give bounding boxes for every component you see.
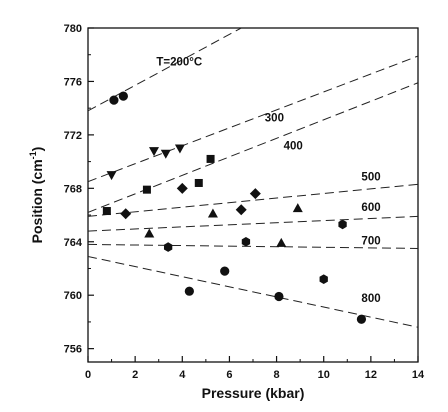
point-300-triangle-down bbox=[160, 149, 171, 159]
y-tick-label: 764 bbox=[64, 237, 83, 249]
series-label-800: 800 bbox=[361, 293, 380, 305]
x-tick-label: 14 bbox=[412, 369, 425, 381]
y-tick-label: 780 bbox=[64, 23, 82, 35]
point-800-circle bbox=[274, 291, 284, 302]
point-500-diamond bbox=[249, 188, 261, 200]
point-800-circle bbox=[184, 286, 194, 296]
point-400-square bbox=[206, 154, 215, 163]
point-500-diamond bbox=[235, 204, 247, 216]
x-tick-label: 6 bbox=[226, 369, 232, 381]
point-600-triangle-up bbox=[292, 203, 303, 213]
y-tick-label: 772 bbox=[64, 130, 82, 142]
y-axis-title-superscript: -1 bbox=[28, 151, 38, 159]
y-axis-title-main: Position (cm bbox=[29, 159, 45, 243]
point-800-circle bbox=[220, 266, 230, 276]
point-500-diamond bbox=[120, 208, 132, 220]
point-700-hexagon bbox=[338, 219, 347, 230]
series-label-600: 600 bbox=[361, 202, 380, 214]
y-tick-label: 756 bbox=[64, 344, 82, 356]
x-tick-label: 0 bbox=[85, 369, 91, 381]
series-label-300: 300 bbox=[265, 113, 284, 125]
point-400-square bbox=[102, 207, 111, 216]
fit-line-800 bbox=[88, 255, 418, 328]
x-tick-label: 4 bbox=[179, 369, 186, 381]
point-700-hexagon bbox=[241, 236, 251, 247]
x-tick-label: 12 bbox=[365, 369, 377, 381]
point-500-diamond bbox=[176, 182, 188, 194]
axis-ticks: 0 2 4 6 8 10 12 14 756 760 764 768 772 776 780 bbox=[64, 23, 425, 381]
data-markers bbox=[102, 91, 367, 324]
point-400-square bbox=[142, 185, 151, 194]
point-400-square bbox=[194, 178, 203, 187]
series-label-t-200-c: T=200°C bbox=[156, 56, 202, 68]
fit-line-600 bbox=[88, 215, 418, 232]
x-axis-title: Pressure (kbar) bbox=[202, 385, 305, 401]
y-tick-label: 776 bbox=[64, 76, 82, 88]
point-600-triangle-up bbox=[144, 228, 155, 238]
point-300-triangle-down bbox=[174, 144, 185, 154]
point-t-200-c-circle bbox=[109, 95, 119, 105]
series-labels: T=200°C 300 400 500 600 700 800 bbox=[156, 56, 380, 304]
x-tick-label: 10 bbox=[318, 369, 330, 381]
x-tick-label: 8 bbox=[274, 369, 280, 381]
point-300-triangle-down bbox=[149, 147, 159, 157]
y-tick-label: 760 bbox=[64, 290, 82, 302]
fit-line-300 bbox=[88, 55, 418, 183]
series-label-700: 700 bbox=[361, 235, 380, 247]
x-tick-label: 2 bbox=[132, 369, 138, 381]
point-300-triangle-down bbox=[106, 171, 117, 181]
point-t-200-c-circle bbox=[118, 91, 128, 101]
y-axis-title-tail: ) bbox=[29, 147, 45, 152]
point-700-hexagon bbox=[319, 274, 328, 284]
point-600-triangle-up bbox=[207, 208, 218, 218]
point-700-hexagon bbox=[163, 242, 173, 252]
point-800-circle bbox=[356, 314, 367, 324]
y-axis-title: Position (cm-1) bbox=[28, 147, 45, 244]
series-label-400: 400 bbox=[284, 141, 303, 153]
series-label-500: 500 bbox=[361, 171, 380, 183]
y-tick-label: 768 bbox=[64, 183, 82, 195]
point-600-triangle-up bbox=[276, 237, 287, 247]
y-axis-title-group: Position (cm-1) bbox=[28, 147, 45, 244]
